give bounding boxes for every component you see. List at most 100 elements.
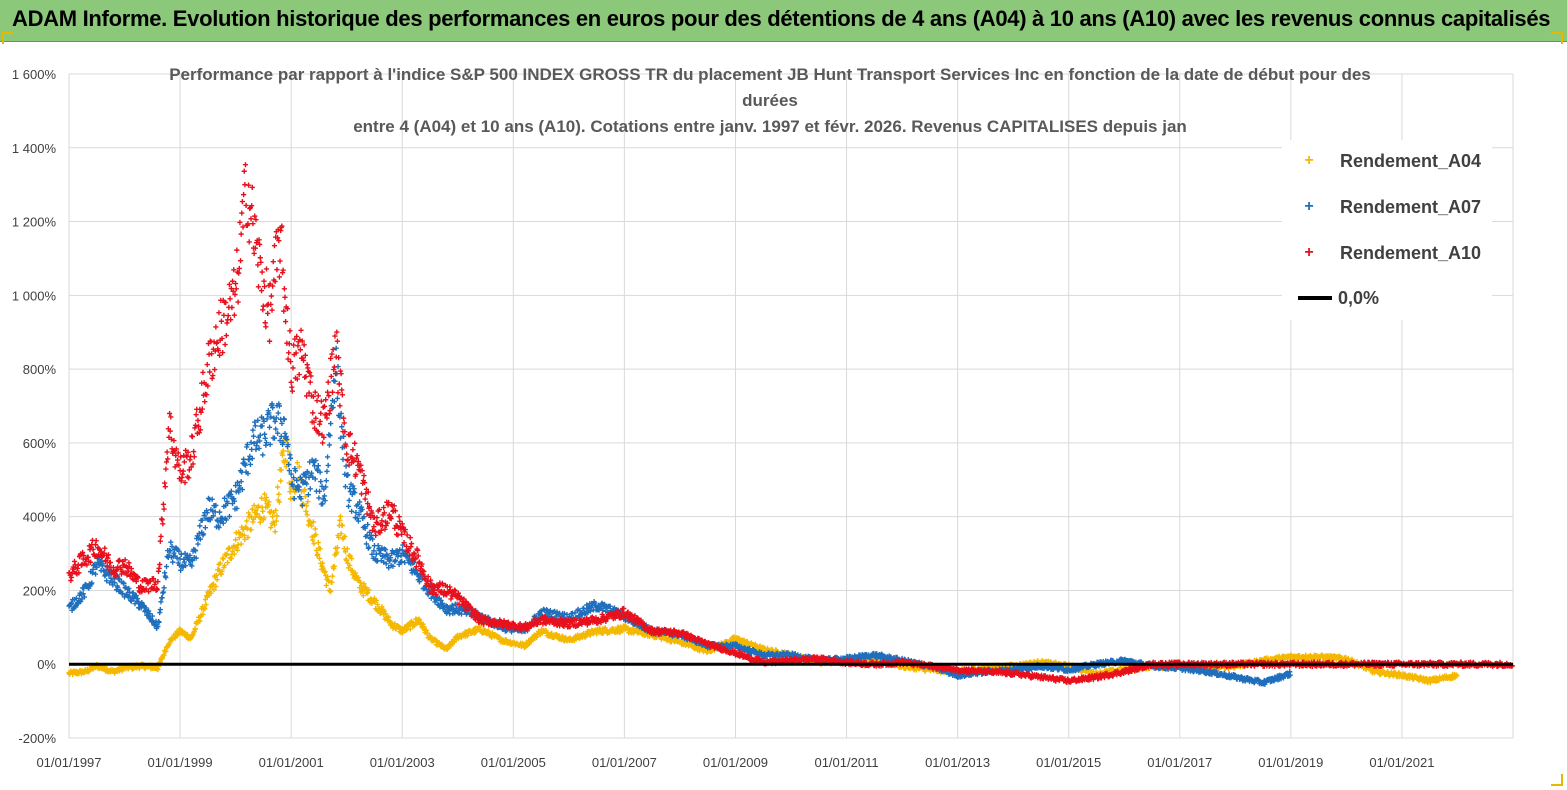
point-a04	[303, 508, 309, 514]
point-a07	[316, 488, 323, 494]
point-a10	[307, 379, 313, 385]
point-a07	[100, 561, 106, 567]
point-a04	[373, 597, 379, 603]
point-a07	[192, 548, 199, 554]
point-a10	[195, 417, 201, 424]
point-a04	[334, 545, 341, 551]
point-a07	[202, 525, 208, 531]
point-a10	[336, 381, 342, 387]
point-a07	[278, 433, 284, 439]
point-a10	[281, 286, 287, 292]
point-a04	[305, 499, 311, 505]
point-a10	[242, 162, 249, 168]
point-a04	[221, 562, 228, 569]
point-a04	[266, 499, 272, 505]
point-a07	[143, 605, 149, 611]
point-a10	[222, 341, 228, 348]
point-a04	[261, 515, 267, 521]
point-a07	[316, 495, 322, 501]
point-a04	[278, 467, 284, 473]
point-a10	[258, 288, 265, 294]
point-a07	[221, 495, 228, 501]
point-a10	[310, 410, 316, 416]
point-a04	[273, 518, 279, 524]
point-a10	[408, 541, 415, 547]
point-a10	[157, 561, 163, 568]
point-a04	[323, 582, 329, 589]
point-a07	[213, 502, 219, 508]
point-a04	[313, 531, 319, 538]
point-a10	[157, 538, 163, 544]
point-a07	[234, 505, 240, 512]
point-a04	[258, 495, 265, 501]
point-a04	[315, 539, 321, 546]
point-a04	[366, 587, 372, 593]
point-a04	[313, 547, 320, 554]
point-a07	[210, 508, 216, 514]
point-a07	[187, 552, 193, 559]
point-a04	[344, 546, 350, 552]
point-a07	[299, 502, 305, 509]
point-a07	[371, 548, 377, 554]
series-Rendement_A04	[66, 436, 1460, 686]
point-a07	[330, 404, 336, 411]
point-a07	[199, 517, 205, 523]
point-a10	[354, 452, 360, 459]
corner-marker-top-left	[2, 32, 14, 44]
point-a10	[258, 259, 264, 265]
point-a07	[340, 456, 346, 463]
point-a07	[366, 529, 373, 535]
point-a07	[361, 514, 367, 520]
point-a04	[365, 590, 371, 596]
point-a07	[331, 399, 337, 405]
point-a07	[290, 483, 296, 489]
point-a07	[416, 579, 423, 585]
header-banner: ADAM Informe. Evolution historique des p…	[0, 0, 1567, 42]
point-a10	[158, 533, 164, 539]
point-a10	[317, 418, 323, 425]
point-a07	[357, 499, 363, 505]
point-a04	[424, 630, 431, 636]
point-a10	[283, 319, 289, 325]
point-a07	[245, 470, 251, 477]
point-a04	[279, 452, 286, 458]
point-a07	[288, 471, 294, 477]
point-a10	[160, 521, 166, 527]
point-a07	[250, 433, 257, 439]
point-a04	[619, 628, 626, 634]
corner-marker-bottom-right	[1551, 774, 1563, 786]
point-a07	[281, 416, 287, 422]
point-a04	[213, 583, 219, 590]
point-a07	[267, 441, 273, 448]
point-a07	[228, 488, 234, 494]
point-a10	[210, 372, 216, 379]
point-a04	[379, 604, 385, 610]
point-a10	[276, 274, 283, 280]
point-a04	[272, 529, 278, 535]
point-a07	[332, 378, 338, 384]
point-a07	[366, 544, 372, 550]
point-a07	[399, 558, 405, 565]
point-a04	[278, 478, 284, 484]
point-a04	[302, 493, 308, 500]
performance-chart: -200%0%200%400%600%800%1 000%1 200%1 400…	[12, 67, 1515, 770]
point-a07	[343, 463, 349, 469]
point-a07	[399, 547, 405, 553]
point-a07	[157, 606, 163, 613]
point-a07	[80, 591, 86, 597]
point-a07	[328, 420, 334, 427]
point-a07	[337, 435, 344, 441]
y-tick-label: 200%	[23, 583, 57, 598]
point-a07	[155, 623, 161, 630]
point-a10	[161, 506, 167, 512]
point-a04	[276, 491, 282, 497]
point-a04	[200, 611, 206, 618]
point-a07	[181, 559, 187, 565]
point-a07	[333, 345, 339, 351]
point-a04	[202, 596, 208, 603]
x-tick-label: 01/01/2011	[814, 755, 878, 770]
point-a04	[251, 502, 257, 509]
point-a07	[73, 604, 79, 610]
point-a10	[231, 312, 237, 318]
point-a07	[260, 452, 266, 458]
